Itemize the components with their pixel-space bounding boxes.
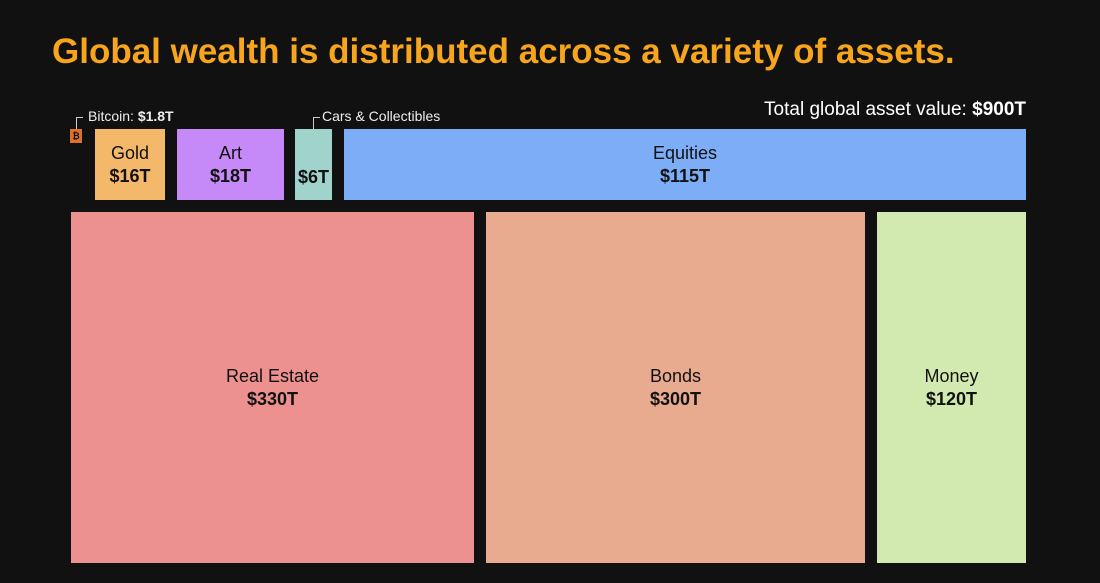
tile-value: $115T: [659, 165, 711, 186]
tile-cars-collectibles: $6T: [295, 129, 332, 200]
bitcoin-note-name: Bitcoin:: [88, 108, 138, 124]
chart-title: Global wealth is distributed across a va…: [52, 32, 955, 71]
cars-bracket: [313, 117, 320, 130]
total-label-text: Total global asset value:: [764, 99, 967, 120]
cars-note: Cars & Collectibles: [322, 108, 441, 124]
tile-value: $16T: [109, 165, 151, 186]
total-value-label: Total global asset value: $900T: [764, 99, 1026, 121]
bitcoin-bracket: [76, 117, 83, 130]
tile-art: Art $18T: [177, 129, 284, 200]
tile-value: $330T: [246, 388, 299, 409]
total-value: $900T: [972, 99, 1026, 120]
tile-value: $300T: [649, 388, 702, 409]
tile-name: Art: [218, 142, 242, 163]
tile-bonds: Bonds $300T: [486, 212, 865, 563]
tile-value: $18T: [209, 165, 252, 186]
tile-name: Real Estate: [225, 365, 320, 386]
bitcoin-note: Bitcoin: $1.8T: [88, 108, 174, 124]
tile-name: Bonds: [649, 365, 702, 386]
tile-gold: Gold $16T: [95, 129, 165, 200]
tile-value: $6T: [297, 167, 330, 187]
tile-name: Money: [924, 365, 979, 386]
tile-real-estate: Real Estate $330T: [71, 212, 474, 563]
tile-name: Gold: [110, 142, 150, 163]
bitcoin-note-value: $1.8T: [137, 108, 174, 124]
tile-money: Money $120T: [877, 212, 1026, 563]
bitcoin-icon: ₿: [70, 129, 82, 143]
tile-equities: Equities $115T: [344, 129, 1026, 200]
tile-value: $120T: [925, 388, 978, 409]
tile-name: Equities: [652, 142, 718, 163]
